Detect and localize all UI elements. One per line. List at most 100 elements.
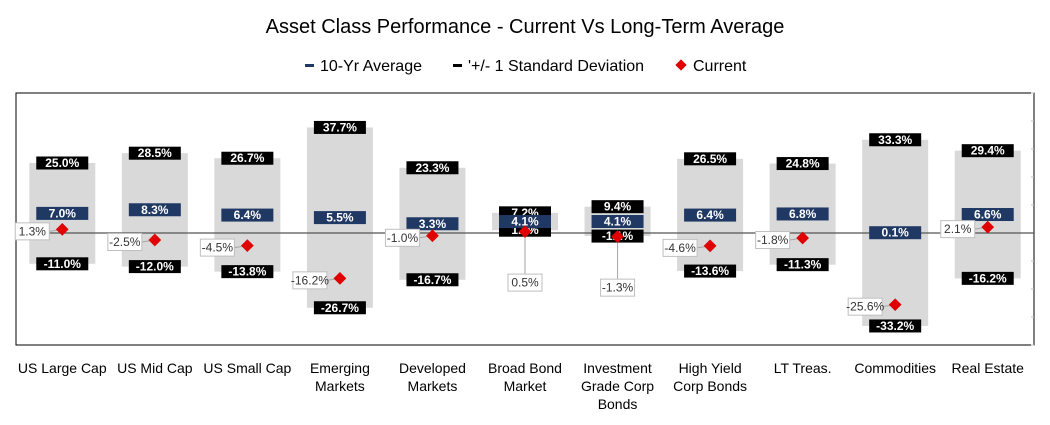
plus-stddev-label: 26.5% bbox=[693, 152, 727, 166]
plus-stddev-label: 37.7% bbox=[323, 120, 357, 134]
x-axis-labels: US Large Cap US Mid Cap US Small Cap Emergi… bbox=[18, 360, 1024, 412]
average-marker bbox=[591, 215, 644, 229]
average-label: 6.6% bbox=[974, 208, 1002, 222]
current-label-box bbox=[507, 273, 543, 292]
chart-title: Asset Class Performance - Current Vs Lon… bbox=[266, 16, 785, 38]
current-label-box bbox=[384, 228, 420, 247]
category-label: LT Treas. bbox=[774, 360, 832, 376]
minus-stddev-label: -11.3% bbox=[784, 258, 822, 272]
current-label-box bbox=[755, 231, 791, 250]
current-label: -4.5% bbox=[202, 241, 234, 255]
current-label-box bbox=[107, 233, 143, 251]
plus-stddev-marker bbox=[313, 120, 366, 134]
minus-stddev-label: -13.6% bbox=[691, 264, 729, 278]
category-label: Developed Markets bbox=[399, 360, 466, 394]
category-label: US Large Cap bbox=[18, 360, 107, 376]
minus-stddev-marker bbox=[221, 265, 274, 279]
plus-stddev-marker bbox=[406, 161, 459, 175]
legend-average-marker bbox=[305, 64, 314, 67]
minus-stddev-marker bbox=[684, 264, 737, 278]
current-label-box bbox=[600, 278, 636, 297]
average-label: 8.3% bbox=[141, 203, 169, 217]
category-label: Real Estate bbox=[952, 360, 1025, 376]
plot-border bbox=[15, 92, 1035, 346]
average-label: 5.5% bbox=[326, 211, 354, 225]
plus-stddev-marker bbox=[684, 152, 737, 166]
average-label: 4.1% bbox=[511, 215, 539, 229]
minus-stddev-marker bbox=[869, 319, 922, 333]
legend-stddev-marker bbox=[453, 64, 462, 67]
current-marker bbox=[426, 229, 439, 243]
average-marker bbox=[499, 215, 551, 229]
minus-stddev-label: -13.8% bbox=[228, 265, 266, 279]
average-label: 6.8% bbox=[789, 207, 817, 221]
plus-stddev-label: 29.4% bbox=[971, 144, 1005, 158]
current-marker bbox=[333, 271, 347, 285]
average-label: 0.1% bbox=[882, 226, 910, 240]
current-label: -1.8% bbox=[757, 233, 789, 247]
category-label: Investment Grade Corp Bonds bbox=[581, 360, 654, 412]
average-marker bbox=[313, 211, 366, 225]
current-label-box bbox=[292, 271, 328, 290]
minus-stddev-marker bbox=[406, 273, 459, 287]
current-label: 1.3% bbox=[19, 224, 47, 238]
legend-item-2: Current bbox=[675, 58, 747, 75]
average-marker bbox=[776, 207, 829, 221]
category-label: US Small Cap bbox=[203, 360, 291, 376]
current-label: -2.5% bbox=[109, 235, 141, 249]
legend-item-1: '+/- 1 Standard Deviation bbox=[453, 58, 644, 75]
category-label: Emerging Markets bbox=[310, 360, 370, 394]
average-label: 6.4% bbox=[234, 208, 262, 222]
chart-legend: 10-Yr Average '+/- 1 Standard Deviation Cu… bbox=[305, 58, 747, 75]
average-label: 7.0% bbox=[49, 206, 77, 220]
plus-stddev-marker bbox=[128, 146, 181, 160]
current-marker bbox=[148, 233, 162, 247]
plus-stddev-label: 24.8% bbox=[786, 157, 820, 171]
minus-stddev-label: -33.2% bbox=[876, 319, 914, 333]
minus-stddev-label: -16.2% bbox=[969, 271, 1007, 285]
average-marker bbox=[221, 208, 274, 222]
current-label: -4.6% bbox=[664, 241, 696, 255]
current-label-box bbox=[199, 238, 235, 257]
plus-stddev-label: 9.4% bbox=[604, 200, 632, 214]
category-label: Commodities bbox=[854, 360, 936, 376]
minus-stddev-label: -12.0% bbox=[136, 260, 174, 274]
current-label-box bbox=[662, 238, 698, 257]
legend-current-marker bbox=[675, 59, 687, 71]
average-label: 3.3% bbox=[419, 217, 447, 231]
current-marker bbox=[240, 239, 254, 252]
minus-stddev-marker bbox=[961, 271, 1014, 285]
legend-label: '+/- 1 Standard Deviation bbox=[468, 58, 644, 75]
current-label: 2.1% bbox=[944, 222, 972, 236]
plot-area: 25.0% -11.0% 7.0% 28.5% -12.0% 8.3% 26.7% -13.8… bbox=[14, 92, 1035, 346]
current-label: 0.5% bbox=[511, 276, 539, 290]
current-label: -16.2% bbox=[291, 273, 329, 287]
current-label-box bbox=[940, 220, 976, 239]
minus-stddev-label: -16.7% bbox=[413, 273, 451, 287]
average-marker bbox=[961, 208, 1014, 222]
average-marker bbox=[869, 226, 922, 240]
plus-stddev-marker bbox=[869, 133, 922, 147]
category-label: US Mid Cap bbox=[117, 360, 193, 376]
minus-stddev-marker bbox=[128, 260, 181, 274]
plus-stddev-marker bbox=[591, 200, 644, 214]
legend-item-0: 10-Yr Average bbox=[305, 58, 422, 75]
minus-stddev-marker bbox=[313, 301, 366, 315]
legend-label: Current bbox=[693, 58, 747, 75]
current-label-box bbox=[14, 222, 50, 241]
average-label: 6.4% bbox=[696, 208, 724, 222]
plus-stddev-label: 23.3% bbox=[415, 161, 449, 175]
plus-stddev-label: 33.3% bbox=[878, 133, 912, 147]
plus-stddev-marker bbox=[221, 151, 274, 165]
minus-stddev-label: -11.0% bbox=[44, 257, 82, 271]
average-marker bbox=[36, 206, 89, 220]
plus-stddev-label: 25.0% bbox=[45, 156, 79, 170]
current-label-box bbox=[847, 297, 883, 316]
plus-stddev-label: 28.5% bbox=[138, 146, 172, 160]
current-marker bbox=[55, 222, 69, 236]
current-label: -1.3% bbox=[602, 281, 634, 295]
plus-stddev-marker bbox=[961, 144, 1014, 158]
minus-stddev-marker bbox=[776, 258, 829, 272]
plus-stddev-marker bbox=[776, 157, 829, 171]
current-label: -25.6% bbox=[846, 300, 884, 314]
